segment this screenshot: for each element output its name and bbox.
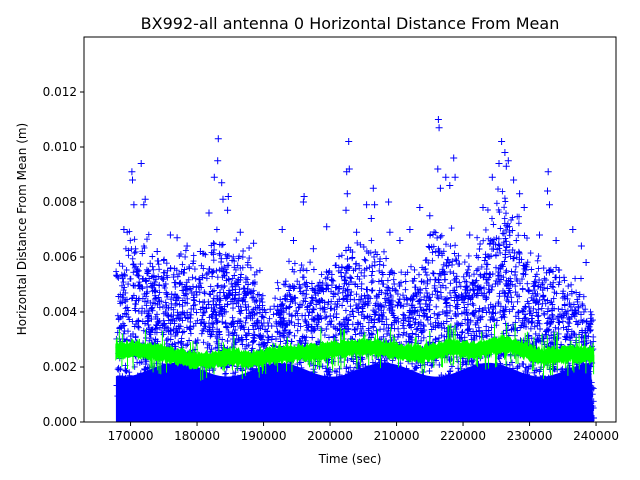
distance-outlier-point (416, 204, 424, 211)
mean-series-band (115, 322, 595, 381)
x-tick-label: 180000 (174, 429, 220, 443)
distance-outlier-point (353, 228, 361, 236)
distance-outlier-point (498, 138, 506, 145)
distance-outlier-point (153, 248, 161, 255)
y-tick-label: 0.008 (43, 195, 77, 209)
distance-outlier-point (442, 173, 450, 181)
x-tick-label: 170000 (108, 429, 154, 443)
y-axis-ticks: 0.000 0.002 0.004 0.006 0.008 0.010 0.012 (43, 85, 84, 429)
x-tick-label: 200000 (307, 429, 353, 443)
distance-outlier-point (173, 234, 181, 242)
distance-outlier-point (140, 201, 148, 209)
distance-outlier-point (129, 176, 136, 184)
distance-outlier-point (386, 228, 394, 236)
distance-outlier-point (510, 176, 518, 184)
distance-outlier-point (250, 239, 258, 247)
distance-outlier-point (166, 231, 174, 239)
distance-outlier-point (363, 201, 371, 209)
chart-title: BX992-all antenna 0 Horizontal Distance … (141, 14, 560, 33)
distance-outlier-point (434, 165, 442, 173)
x-tick-label: 210000 (374, 429, 420, 443)
distance-outlier-point (369, 184, 377, 192)
distance-outlier-point (504, 157, 512, 165)
distance-outlier-point (495, 160, 503, 167)
x-tick-label: 230000 (507, 429, 553, 443)
distance-outlier-point (210, 173, 218, 181)
distance-outlier-point (479, 204, 487, 211)
distance-outlier-point (141, 195, 149, 203)
distance-outlier-point (536, 231, 543, 239)
distance-outlier-point (516, 190, 524, 198)
plot-frame (83, 36, 617, 423)
distance-outlier-point (544, 168, 552, 176)
distance-outlier-point (577, 242, 585, 250)
distance-outlier-point (451, 173, 459, 181)
distance-outlier-point (345, 165, 353, 173)
distance-outlier-point (266, 305, 274, 313)
distance-outlier-point (224, 206, 232, 214)
distance-outlier-point (196, 248, 204, 255)
distance-outlier-point (569, 226, 577, 233)
distance-outlier-point (544, 187, 551, 195)
distance-outlier-point (501, 149, 509, 156)
distance-outlier-point (219, 195, 227, 203)
x-axis-label: Time (sec) (318, 452, 382, 466)
distance-outlier-point (214, 135, 222, 143)
distance-outlier-point (396, 237, 404, 244)
distance-outlier-point (290, 237, 297, 244)
mean-series-spikes (115, 322, 595, 381)
y-tick-label: 0.012 (43, 85, 77, 99)
y-tick-label: 0.010 (43, 140, 77, 154)
distance-outlier-point (520, 204, 528, 211)
distance-outlier-point (218, 179, 226, 187)
distance-outlier-point (300, 193, 308, 200)
distance-outlier-point (278, 226, 286, 233)
x-axis-ticks: 170000 180000 190000 200000 210000 220000 2300… (108, 422, 619, 443)
y-tick-label: 0.006 (43, 250, 77, 264)
distance-outlier-point (371, 201, 379, 209)
distance-outlier-point (120, 226, 128, 233)
x-tick-label: 190000 (241, 429, 287, 443)
distance-outlier-point (582, 259, 590, 266)
y-tick-label: 0.002 (43, 360, 77, 374)
distance-outlier-point (466, 231, 474, 239)
distance-outlier-point (446, 182, 454, 189)
distance-outlier-point (130, 201, 138, 209)
x-tick-label: 240000 (573, 429, 619, 443)
distance-outlier-point (113, 272, 121, 280)
distance-outlier-point (450, 154, 458, 162)
y-tick-label: 0.004 (43, 305, 77, 319)
distance-outlier-point (128, 168, 136, 176)
distance-outlier-point (385, 198, 393, 206)
distance-outlier-point (205, 209, 213, 217)
y-axis-label: Horizontal Distance From Mean (m) (15, 123, 29, 335)
distance-outlier-point (224, 193, 232, 200)
distance-outlier-point (343, 190, 351, 198)
distance-outlier-point (299, 198, 307, 206)
distance-outlier-point (426, 212, 434, 220)
distance-outlier-point (137, 160, 145, 167)
distance-outlier-point (552, 237, 560, 244)
plot-area (113, 116, 597, 422)
distance-outlier-point (323, 223, 331, 231)
distance-outlier-point (434, 116, 442, 123)
distance-outlier-point (236, 228, 244, 236)
x-tick-label: 220000 (440, 429, 486, 443)
distance-outlier-point (214, 157, 222, 165)
distance-outlier-point (546, 201, 553, 209)
distance-outlier-point (183, 242, 191, 250)
distance-outlier-point (367, 215, 375, 222)
distance-outlier-point (345, 138, 353, 145)
distance-outlier-point (342, 206, 350, 214)
distance-series-points (113, 116, 597, 422)
distance-outlier-point (406, 226, 414, 233)
y-tick-label: 0.000 (43, 415, 77, 429)
distance-outlier-point (309, 245, 317, 253)
distance-outlier-point (435, 124, 443, 132)
distance-outlier-point (436, 184, 444, 192)
distance-outlier-point (488, 173, 496, 181)
distance-outlier-point (502, 162, 510, 170)
